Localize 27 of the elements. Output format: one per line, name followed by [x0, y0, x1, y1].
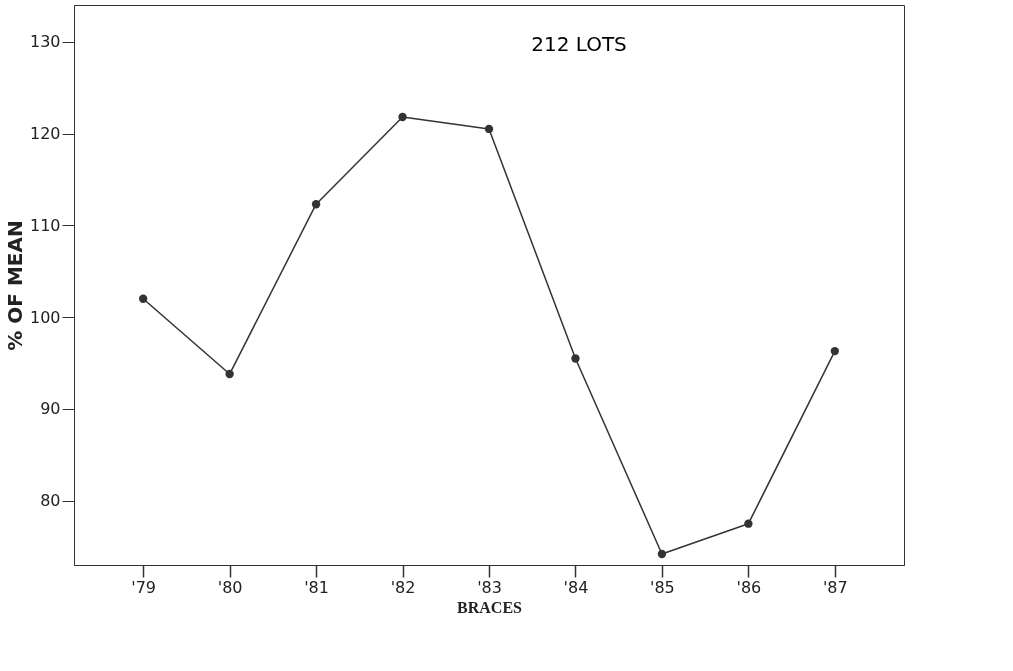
- point: [571, 354, 580, 363]
- point: [225, 369, 234, 379]
- x-tick-label: '87: [822, 577, 848, 597]
- x-tick-label: '81: [304, 577, 329, 597]
- text: 212 LOTS: [531, 32, 627, 56]
- point: [311, 200, 321, 209]
- x-tick-label: '83: [477, 577, 502, 597]
- y-tick-label: 130: [29, 32, 61, 52]
- y-axis-title: % OF MEAN: [2, 220, 27, 351]
- point: [138, 294, 148, 303]
- point: [830, 346, 840, 356]
- point: [657, 549, 667, 559]
- y-tick-label: 90: [40, 399, 61, 419]
- point: [744, 519, 753, 528]
- y-tick-label: 120: [29, 124, 61, 144]
- x-tick-label: '79: [131, 577, 157, 597]
- x-tick-label: '82: [390, 577, 416, 597]
- point: [398, 112, 407, 122]
- x-tick-label: '84: [563, 577, 589, 597]
- x-tick-label: '86: [736, 577, 762, 597]
- x-tick-label: '85: [650, 577, 675, 597]
- point: [484, 124, 494, 134]
- x-axis-title: BRACES: [457, 598, 523, 616]
- y-tick-label: 80: [40, 491, 61, 511]
- y-tick-label: 110: [29, 215, 61, 235]
- x-tick-label: '80: [217, 577, 243, 597]
- y-tick-label: 100: [29, 307, 61, 327]
